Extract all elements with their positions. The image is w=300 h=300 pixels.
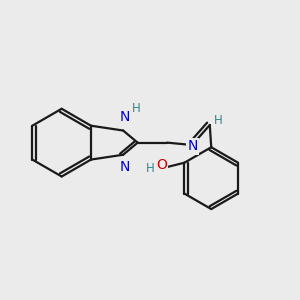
Text: N: N xyxy=(188,140,198,154)
Text: O: O xyxy=(156,158,167,172)
Text: H: H xyxy=(214,114,223,127)
Text: H: H xyxy=(132,102,141,115)
Text: N: N xyxy=(119,110,130,124)
Text: N: N xyxy=(119,160,130,173)
Text: H: H xyxy=(146,162,155,175)
